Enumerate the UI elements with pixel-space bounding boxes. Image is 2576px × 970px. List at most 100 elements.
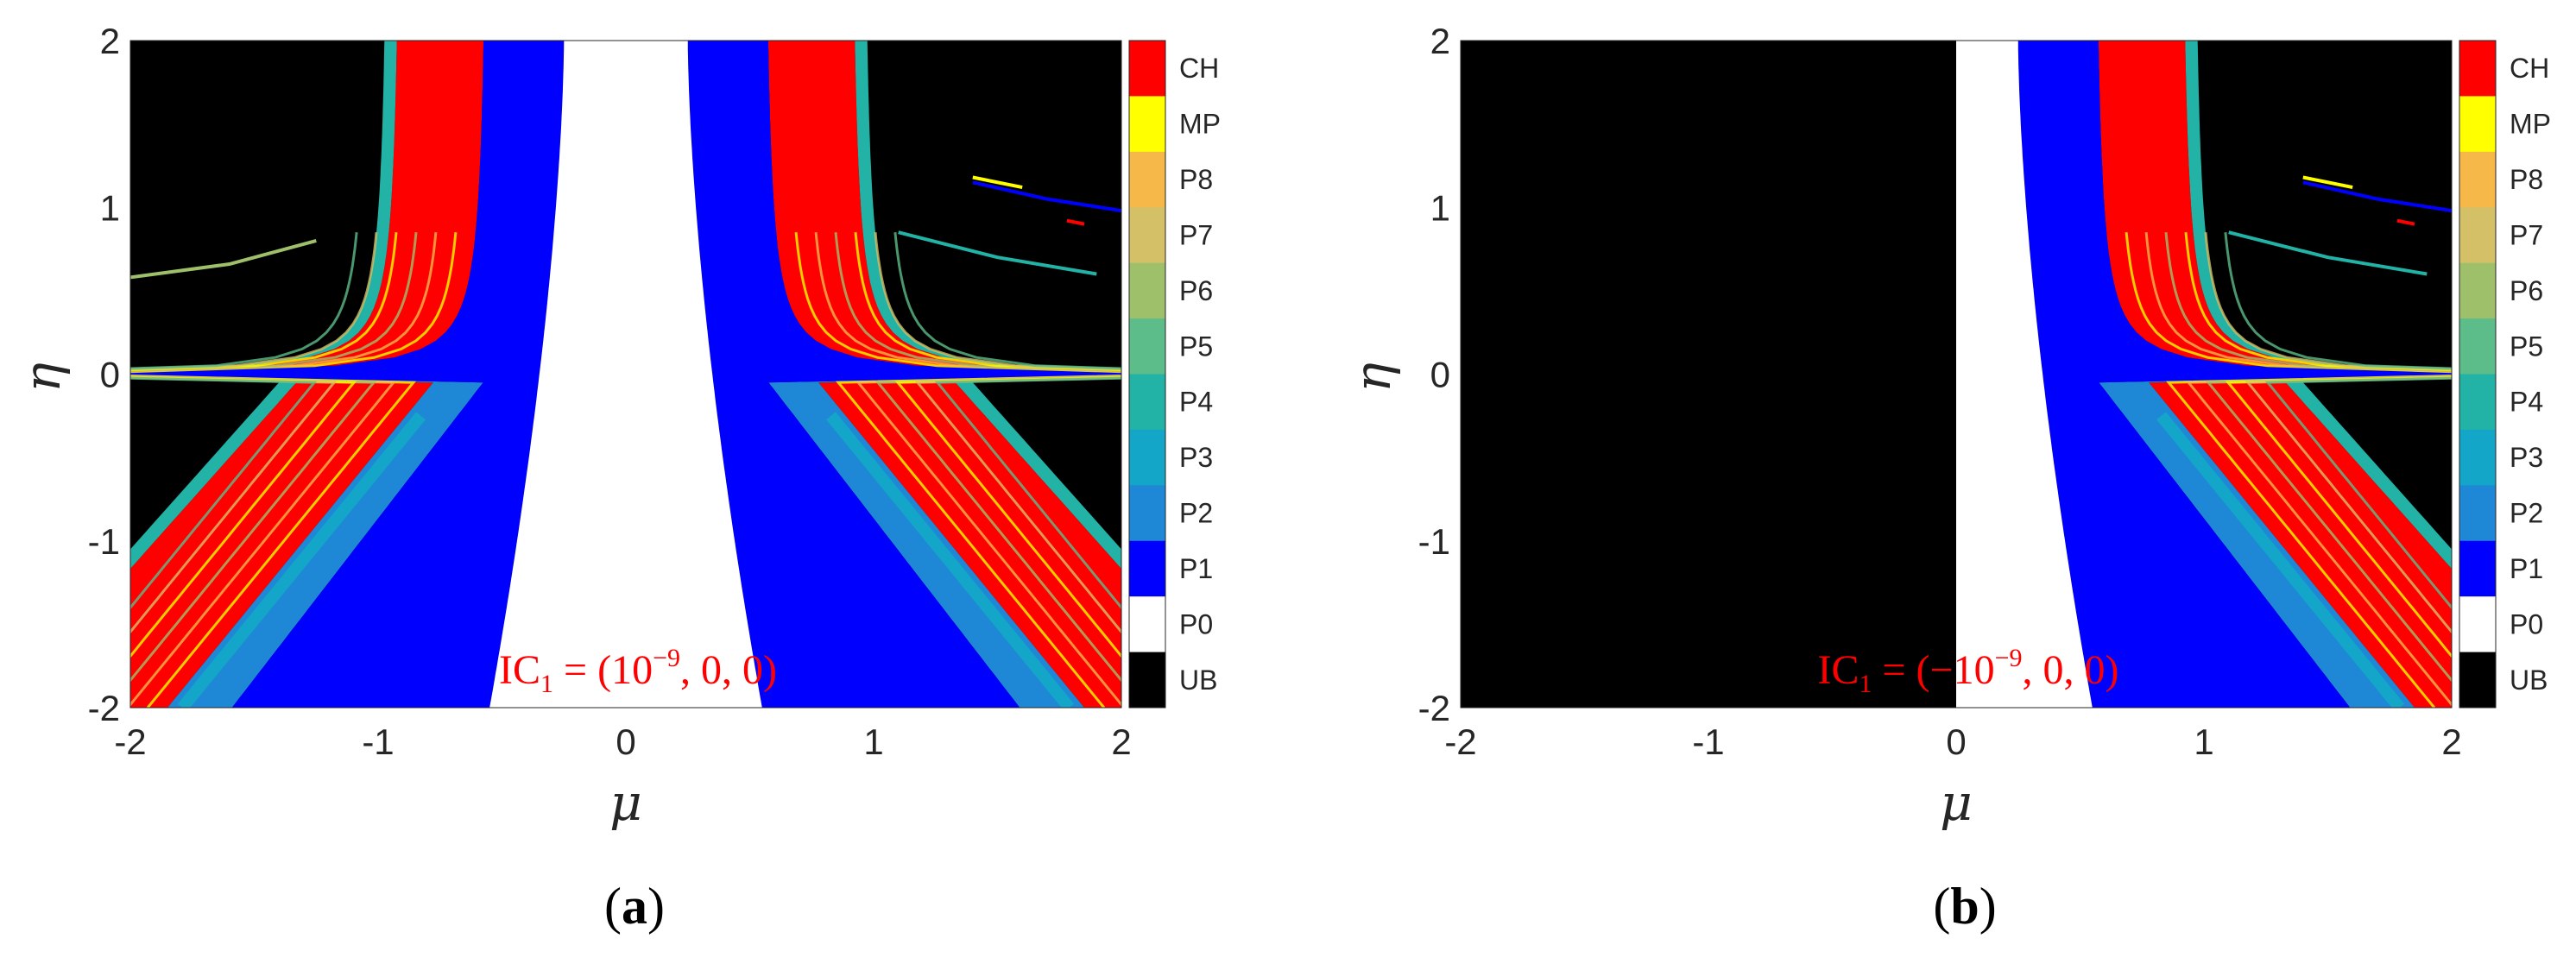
striation xyxy=(130,232,438,707)
colorbar-label: MP xyxy=(1179,109,1221,140)
colorbar-label: P2 xyxy=(1179,498,1213,529)
colorbar-swatch-p0 xyxy=(1129,596,1165,653)
heatmap-area xyxy=(1461,41,2452,708)
colorbar-swatch-p3 xyxy=(2459,429,2496,486)
region-ch-right xyxy=(2098,41,2452,708)
x-tick-label: -1 xyxy=(362,721,394,762)
colorbar-swatch-p0 xyxy=(2459,596,2496,653)
striation xyxy=(130,232,358,610)
y-tick-label: 1 xyxy=(1430,187,1450,228)
region-p0 xyxy=(1956,41,2093,708)
streak xyxy=(2302,180,2452,213)
striation xyxy=(130,232,378,634)
plot-frame xyxy=(129,40,1122,709)
striation xyxy=(130,232,418,683)
colorbar-label: P4 xyxy=(2510,387,2543,418)
colorbar-label: P7 xyxy=(2510,219,2543,250)
region-p3 xyxy=(826,412,1075,708)
colorbar-label: P1 xyxy=(2510,553,2543,584)
striation xyxy=(874,232,1121,634)
streak xyxy=(1066,218,1085,226)
colorbar: CH MP P8 P7 P6 P5 P4 P3 P2 P1 P0 UB xyxy=(2459,40,2551,709)
striation xyxy=(2224,232,2452,610)
x-tick-label: 0 xyxy=(1946,721,1966,762)
striation xyxy=(854,232,1121,658)
x-tick-label: 0 xyxy=(616,721,635,762)
colorbar-label: UB xyxy=(2510,665,2548,696)
colorbar-swatch-p4 xyxy=(2459,374,2496,431)
colorbar-swatch-p1 xyxy=(1129,540,1165,597)
streak xyxy=(898,230,1097,276)
striation xyxy=(2144,232,2452,707)
striation xyxy=(834,232,1121,683)
striation xyxy=(130,232,458,708)
colorbar-label: P3 xyxy=(1179,442,1213,473)
colorbar-label: P6 xyxy=(2510,275,2543,306)
x-tick-label: 1 xyxy=(2194,721,2213,762)
colorbar-swatch-mp xyxy=(2459,96,2496,153)
colorbar-swatch-p5 xyxy=(1129,318,1165,375)
panel-label: (b) xyxy=(1933,878,1996,935)
striation xyxy=(2204,232,2452,634)
y-axis-label: η xyxy=(1343,362,1402,393)
y-tick-label: -1 xyxy=(88,521,120,562)
colorbar-swatch-ub xyxy=(1129,652,1165,709)
x-axis-label: μ xyxy=(1940,773,1973,832)
region-p3 xyxy=(177,412,426,708)
striation xyxy=(893,232,1121,610)
colorbar: CH MP P8 P7 P6 P5 P4 P3 P2 P1 P0 UB xyxy=(1128,40,1221,709)
colorbar-label: CH xyxy=(2510,53,2549,84)
region-p3 xyxy=(2156,412,2405,708)
region-ch-right xyxy=(767,41,1121,708)
colorbar-label: P2 xyxy=(2510,498,2543,529)
streak xyxy=(972,175,1023,190)
colorbar-label: CH xyxy=(1179,53,1219,84)
y-tick-label: -2 xyxy=(88,688,120,728)
x-axis-label: μ xyxy=(609,773,642,832)
panel-a: -2 -1 0 1 2 -2 -1 0 1 2 μ η IC1 = (10−9, 0, 0) CH MP P8… xyxy=(13,21,1221,935)
x-tick-label: -2 xyxy=(1444,721,1476,762)
colorbar-swatch-p1 xyxy=(2459,540,2496,597)
striation xyxy=(2164,232,2452,683)
region-p1-left xyxy=(130,41,565,708)
plot-frame xyxy=(1460,40,2453,709)
panel-label: (a) xyxy=(604,878,665,935)
colorbar-label: P5 xyxy=(2510,331,2543,362)
y-tick-label: 2 xyxy=(100,21,120,61)
region-p1-right xyxy=(2017,41,2452,708)
striation xyxy=(794,232,1121,708)
colorbar-label: P0 xyxy=(1179,608,1213,639)
x-tick-label: 2 xyxy=(2441,721,2461,762)
y-tick-label: 0 xyxy=(100,355,120,395)
streak xyxy=(130,238,317,280)
colorbar-swatch-p3 xyxy=(1129,429,1165,486)
colorbar-swatch-ub xyxy=(2459,652,2496,709)
panel-b: -2 -1 0 1 2 -2 -1 0 1 2 μ η IC1 = (−10−9, 0, 0) CH MP P… xyxy=(1343,21,2551,935)
streak xyxy=(2396,218,2415,226)
colorbar-frame xyxy=(2459,40,2497,709)
x-tick-label: -1 xyxy=(1692,721,1724,762)
colorbar-label: P4 xyxy=(1179,387,1213,418)
colorbar-swatch-p2 xyxy=(2459,485,2496,542)
colorbar-label: P1 xyxy=(1179,553,1213,584)
colorbar-swatch-ch xyxy=(1129,41,1165,97)
region-p1-right xyxy=(687,41,1121,708)
colorbar-swatch-p7 xyxy=(1129,207,1165,264)
colorbar-swatch-p5 xyxy=(2459,318,2496,375)
colorbar-swatch-p8 xyxy=(2459,151,2496,208)
x-tick-label: 1 xyxy=(863,721,883,762)
colorbar-label: P0 xyxy=(2510,608,2543,639)
streak xyxy=(2302,175,2353,190)
colorbar-label: P5 xyxy=(1179,331,1213,362)
colorbar-swatch-p2 xyxy=(1129,485,1165,542)
colorbar-swatch-p7 xyxy=(2459,207,2496,264)
y-tick-label: -1 xyxy=(1418,521,1450,562)
striation xyxy=(130,232,398,658)
streak xyxy=(2228,230,2428,276)
region-p2-right xyxy=(767,41,1121,708)
colorbar-label: P3 xyxy=(2510,442,2543,473)
y-tick-label: 1 xyxy=(100,187,120,228)
colorbar-label: MP xyxy=(2510,109,2551,140)
streak xyxy=(972,180,1121,213)
